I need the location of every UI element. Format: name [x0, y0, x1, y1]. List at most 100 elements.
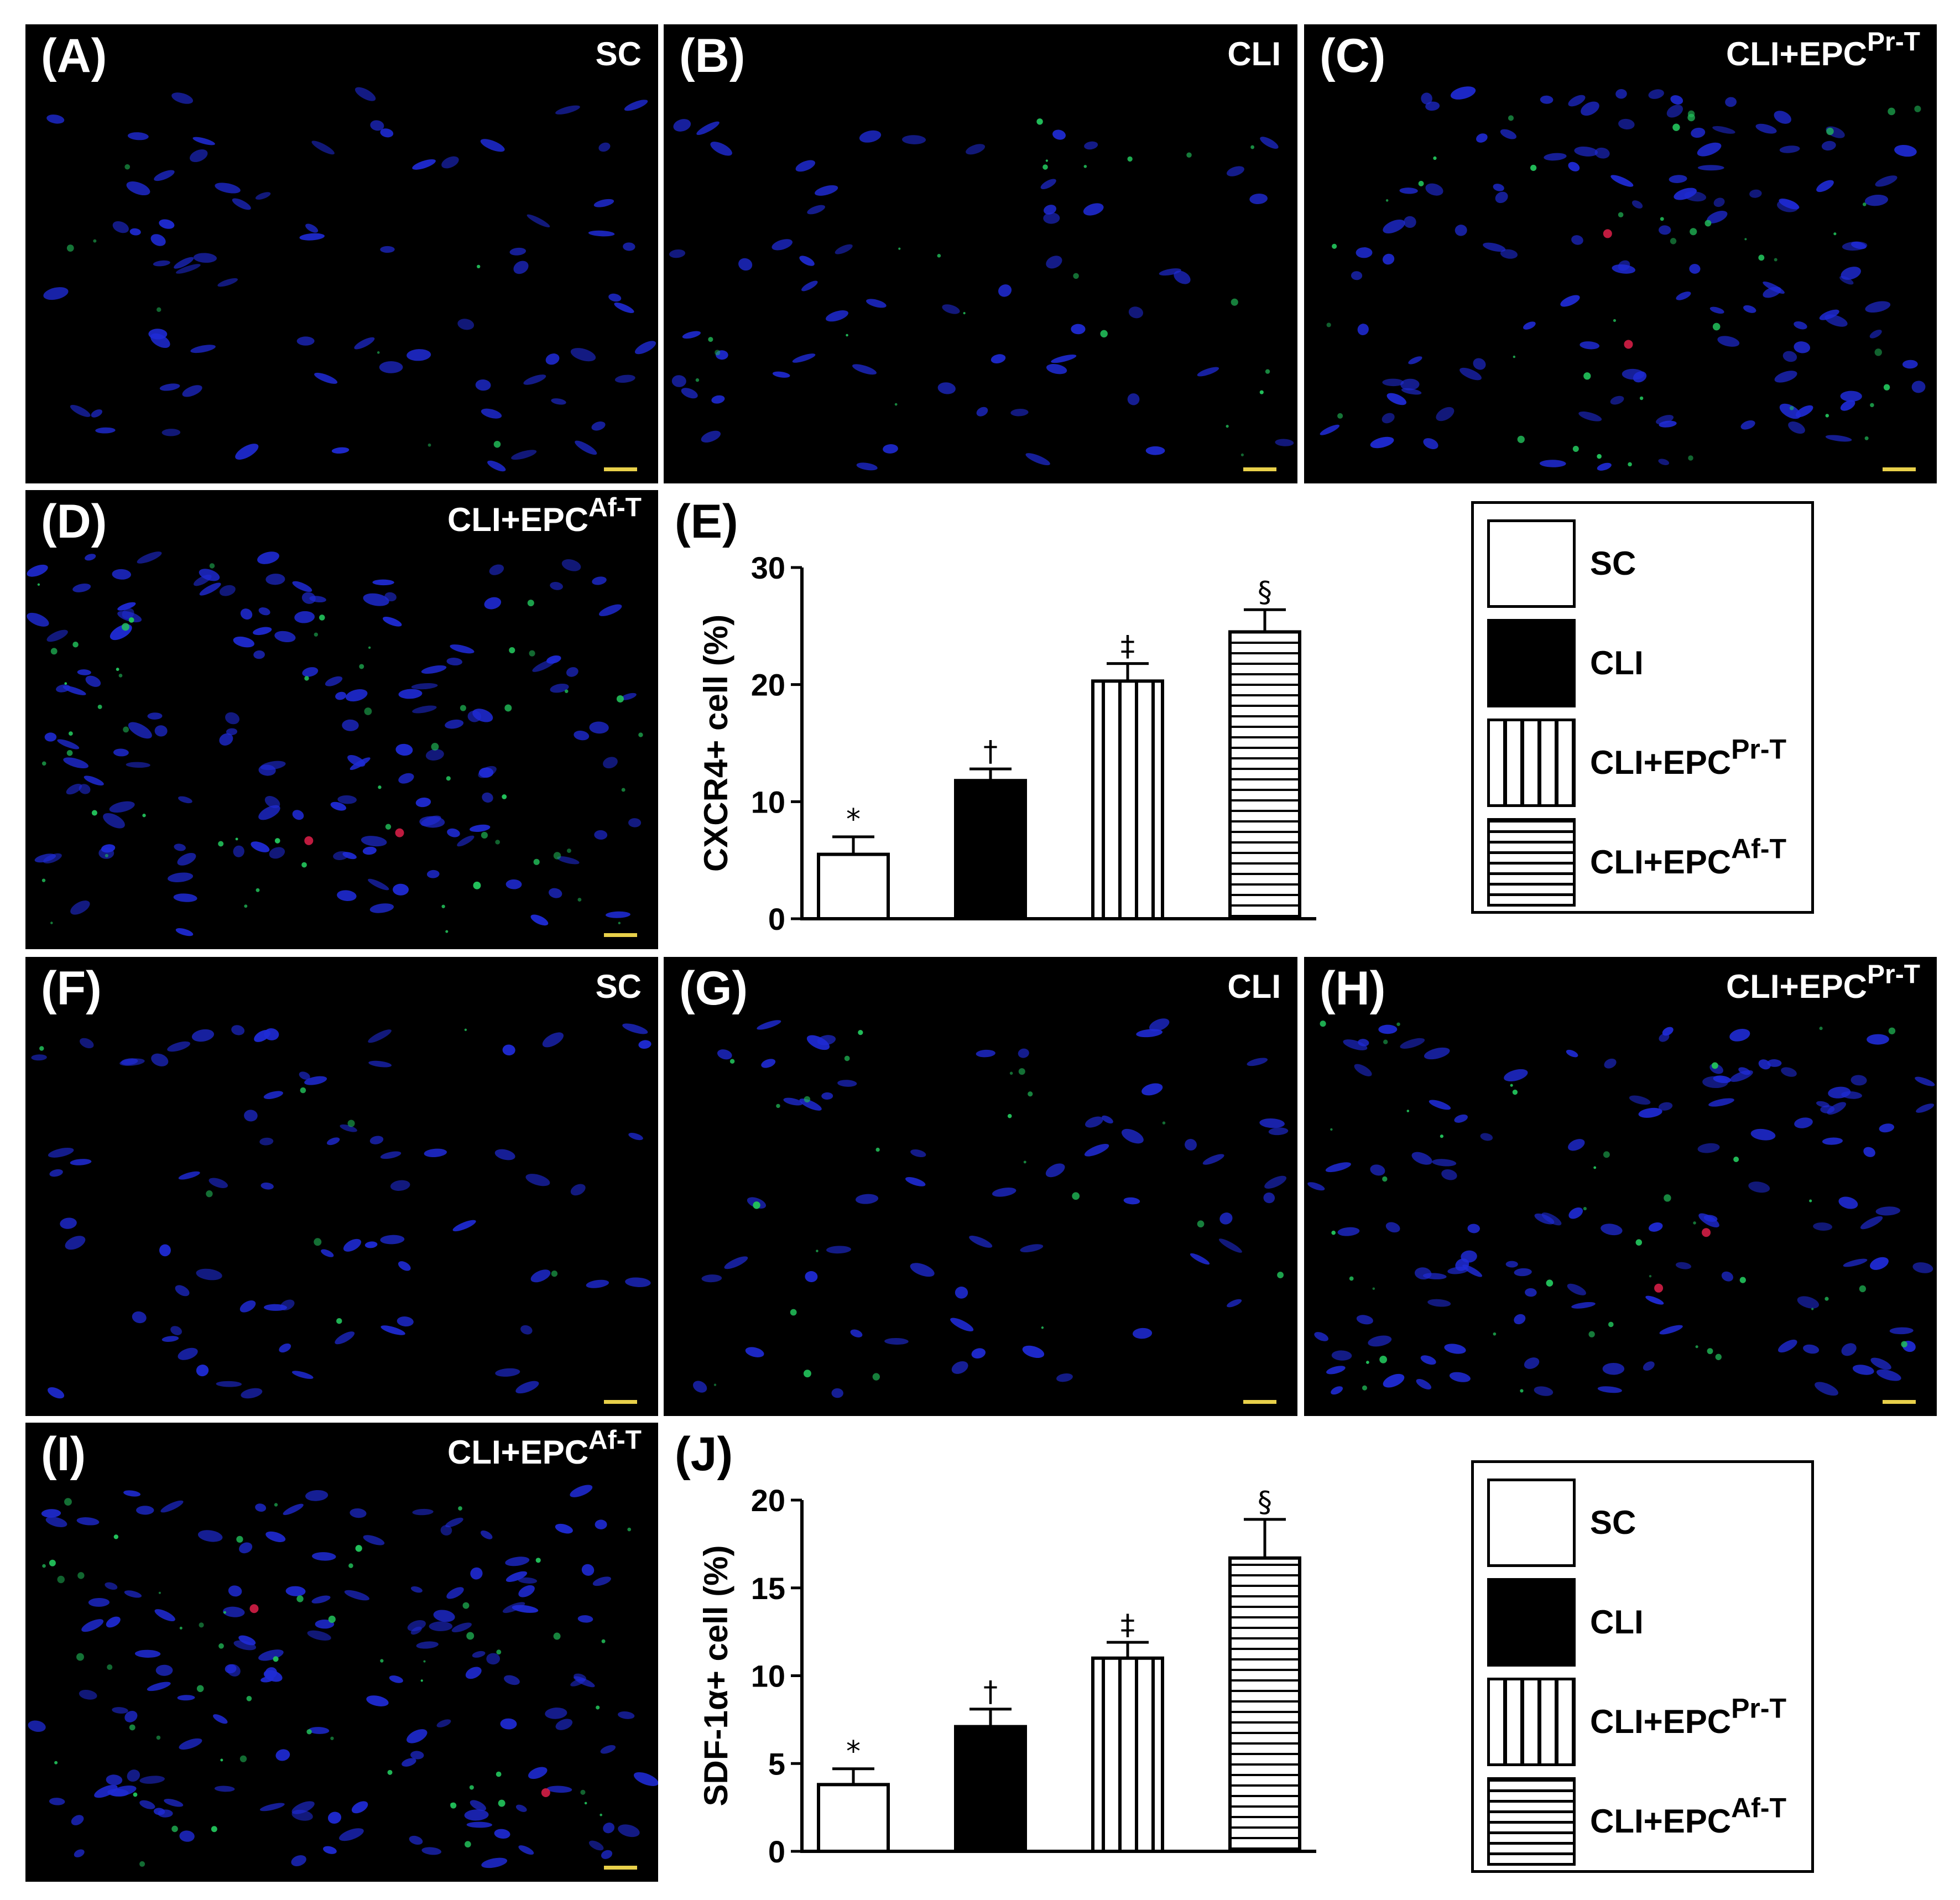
marker-spot [729, 1059, 735, 1064]
nucleus-mark [433, 1610, 455, 1622]
marker-spot [1809, 1199, 1812, 1203]
nucleus-mark [41, 1509, 61, 1518]
nucleus-mark [1615, 89, 1627, 99]
marker-spot [218, 841, 224, 847]
nucleus-mark [1676, 291, 1691, 300]
nucleus-mark [1404, 216, 1416, 228]
marker-spot [477, 264, 481, 269]
marker-spot [790, 1309, 797, 1316]
nucleus-mark [355, 87, 376, 101]
marker-spot [584, 1802, 587, 1805]
nucleus-mark [81, 1619, 104, 1632]
legend-swatch [1487, 619, 1576, 707]
nucleus-mark [445, 1517, 463, 1528]
nucleus-mark [1794, 321, 1807, 330]
nucleus-mark [1141, 1083, 1163, 1096]
nucleus-mark [1263, 1192, 1275, 1204]
nucleus-mark [72, 584, 91, 592]
y-tick-label: 30 [751, 550, 785, 585]
marker-spot [1825, 414, 1829, 418]
nucleus-mark [608, 293, 622, 302]
bar [1228, 1556, 1301, 1853]
significance-marker: § [1258, 1486, 1272, 1519]
nucleus-mark [481, 408, 502, 419]
nucleus-mark [1876, 1369, 1901, 1381]
nucleus-mark [239, 1300, 256, 1313]
marker-spot [387, 1769, 393, 1775]
nucleus-mark [196, 1268, 222, 1280]
nucleus-mark [991, 354, 1006, 363]
marker-spot [1672, 123, 1680, 131]
nucleus-mark [372, 579, 394, 586]
nucleus-mark [265, 1531, 286, 1542]
scale-bar [604, 1866, 637, 1870]
marker-spot [565, 689, 569, 693]
nucleus-mark [835, 244, 853, 254]
marker-spot [368, 646, 371, 649]
nucleus-mark [1782, 351, 1797, 362]
nucleus-mark [1841, 1343, 1857, 1356]
nucleus-mark [227, 1664, 241, 1677]
nucleus-mark [1500, 249, 1518, 259]
nucleus-mark [225, 712, 239, 725]
marker-spot [465, 1841, 471, 1848]
marker-spot [1332, 243, 1337, 249]
nucleus-mark [512, 1605, 539, 1613]
marker-spot [1320, 1021, 1326, 1027]
nucleus-mark [745, 1347, 764, 1357]
nucleus-mark [409, 1835, 423, 1845]
marker-spot [1520, 1389, 1524, 1393]
nucleus-mark [1455, 225, 1467, 236]
marker-spot [319, 615, 325, 621]
legend-swatch [1487, 1777, 1576, 1866]
nucleus-mark [1825, 435, 1852, 442]
marker-spot [601, 1639, 606, 1643]
nucleus-mark [1524, 1357, 1540, 1369]
nucleus-mark [1662, 1027, 1674, 1036]
nucleus-mark [566, 667, 578, 677]
marker-spot [304, 676, 309, 681]
marker-spot [1819, 1027, 1823, 1030]
nucleus-mark [397, 1316, 414, 1327]
nucleus-mark [331, 447, 350, 454]
nucleus-mark [621, 693, 637, 700]
nucleus-mark [274, 631, 296, 643]
marker-spot [1073, 273, 1079, 279]
nucleus-mark [1331, 1350, 1352, 1361]
marker-spot [1901, 1341, 1907, 1347]
nucleus-mark [883, 444, 898, 454]
marker-spot [1739, 1277, 1746, 1283]
panel-label: (A) [41, 29, 107, 82]
nucleus-mark [1136, 1029, 1163, 1038]
nucleus-mark [327, 1811, 342, 1824]
marker-spot [223, 1611, 226, 1614]
nucleus-mark [258, 1649, 284, 1661]
nucleus-mark [294, 611, 315, 623]
nucleus-mark [805, 1271, 818, 1283]
nucleus-mark [1597, 1386, 1622, 1393]
marker-spot [462, 1602, 470, 1609]
marker-spot [1226, 425, 1229, 428]
nucleus-mark [160, 1500, 184, 1513]
marker-spot [1330, 1128, 1333, 1131]
nucleus-mark [1514, 1314, 1526, 1325]
nucleus-mark [1827, 1102, 1847, 1115]
nucleus-mark [380, 246, 395, 253]
marker-spot [846, 334, 848, 337]
nucleus-mark [1568, 1207, 1583, 1219]
marker-spot [872, 1373, 880, 1381]
marker-spot [364, 707, 372, 715]
marker-spot [1758, 254, 1765, 261]
marker-spot [446, 776, 451, 781]
nucleus-mark [340, 1124, 357, 1132]
legend-swatch [1487, 719, 1576, 807]
nucleus-mark [350, 1508, 367, 1518]
marker-spot [97, 705, 102, 709]
scale-bar [604, 467, 637, 471]
marker-spot [580, 1789, 586, 1795]
nucleus-mark [263, 1304, 288, 1311]
marker-spot [218, 1643, 224, 1649]
nucleus-mark [112, 569, 132, 580]
marker-spot [963, 312, 966, 315]
nucleus-mark [368, 878, 389, 891]
